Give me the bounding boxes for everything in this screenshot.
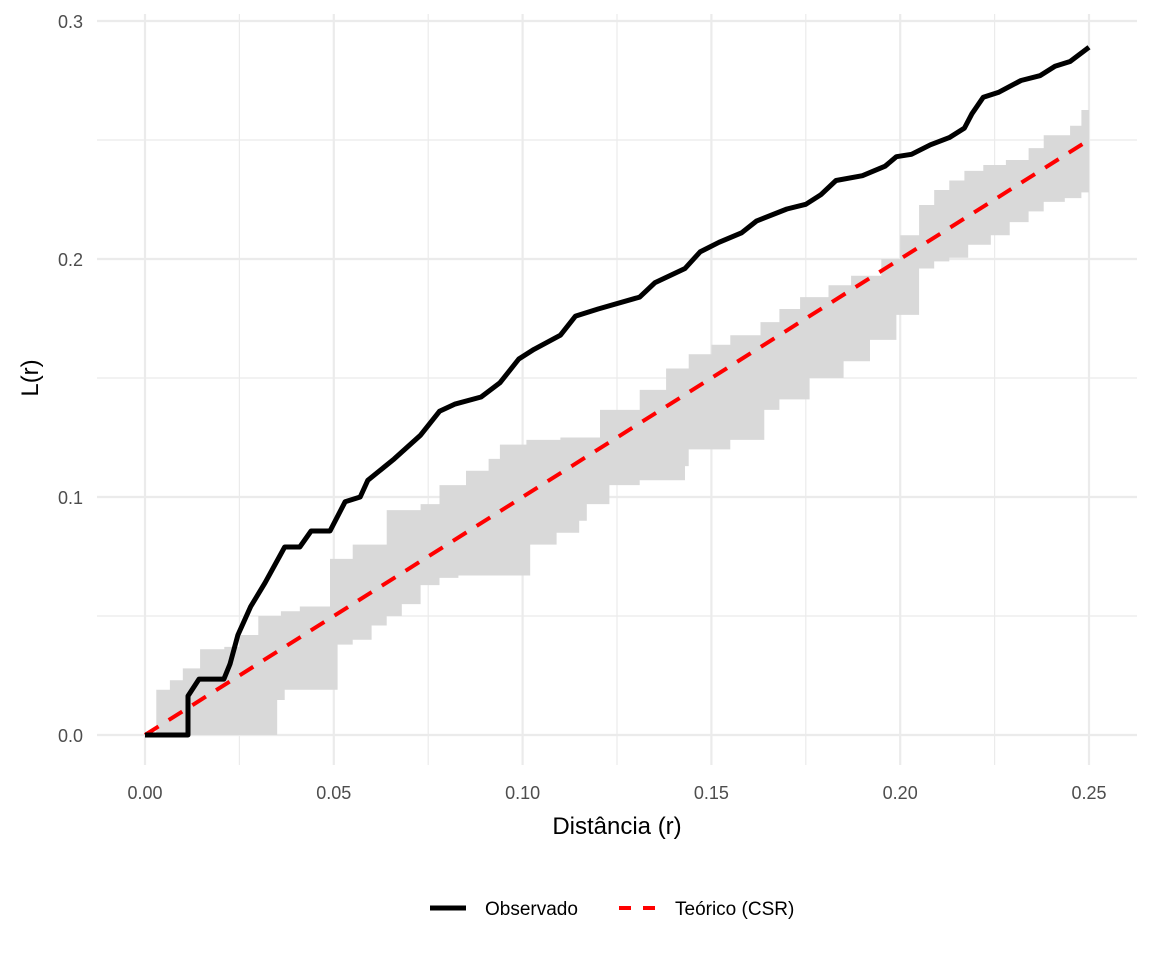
observed-line — [145, 45, 1091, 738]
legend-label-observed: Observado — [485, 899, 578, 920]
x-tick-label: 0.20 — [883, 783, 918, 803]
x-tick-label: 0.05 — [316, 783, 351, 803]
y-axis-tick-labels: 0.0 0.1 0.2 0.3 — [58, 12, 83, 746]
y-tick-label: 0.0 — [58, 726, 83, 746]
theoretical-csr-line — [143, 138, 1091, 737]
x-tick-label: 0.15 — [694, 783, 729, 803]
x-tick-label: 0.25 — [1071, 783, 1106, 803]
y-tick-label: 0.2 — [58, 250, 83, 270]
legend-label-theoretical: Teórico (CSR) — [675, 899, 794, 920]
envelope-band — [145, 85, 1089, 736]
major-gridlines — [97, 14, 1137, 765]
x-axis-title: Distância (r) — [552, 813, 681, 840]
y-tick-label: 0.1 — [58, 488, 83, 508]
y-tick-label: 0.3 — [58, 12, 83, 32]
x-tick-label: 0.00 — [127, 783, 162, 803]
x-tick-label: 0.10 — [505, 783, 540, 803]
legend: Observado Teórico (CSR) — [430, 899, 794, 920]
y-axis-title: L(r) — [17, 359, 44, 396]
x-axis-tick-labels: 0.00 0.05 0.10 0.15 0.20 0.25 — [127, 783, 1106, 803]
